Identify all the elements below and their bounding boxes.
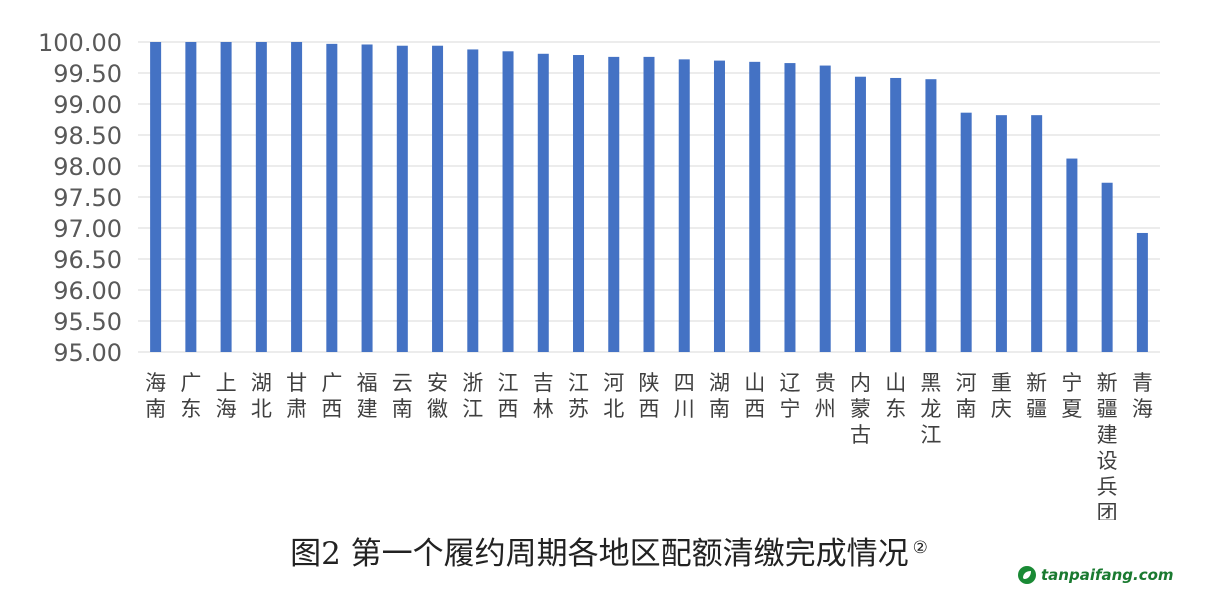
bar-山东	[890, 77, 902, 353]
bar-宁夏	[1066, 158, 1078, 352]
x-tick-label: 陕西	[639, 371, 660, 421]
x-tick-label: 山东	[885, 371, 906, 421]
bar-重庆	[995, 115, 1007, 352]
x-tick-label: 福建	[357, 371, 378, 421]
bar-河北	[608, 56, 620, 352]
y-tick-label: 96.00	[53, 277, 122, 305]
x-tick-label: 吉林	[533, 371, 554, 421]
x-tick-label: 山西	[744, 371, 765, 421]
y-tick-label: 95.50	[53, 308, 122, 336]
bar-海南	[150, 42, 162, 352]
y-axis-labels: 95.00 95.50 96.00 96.50 97.00 97.50 98.00 98.50…	[38, 29, 122, 367]
y-tick-label: 96.50	[53, 246, 122, 274]
chart-title: 图2 第一个履约周期各地区配额清缴完成情况 ②	[0, 528, 1218, 573]
x-tick-label: 广西	[321, 371, 342, 421]
x-tick-label: 上海	[216, 371, 237, 421]
bar-广西	[326, 43, 338, 353]
x-tick-label: 海南	[145, 371, 166, 421]
x-tick-label: 黑龙江	[920, 371, 941, 447]
x-tick-label: 云南	[392, 371, 413, 421]
bar-山西	[749, 61, 761, 353]
chart-title-text: 图2 第一个履约周期各地区配额清缴完成情况	[290, 536, 909, 572]
y-tick-label: 97.50	[53, 184, 122, 212]
bar-福建	[361, 44, 373, 352]
x-tick-label: 辽宁	[779, 371, 800, 421]
bar-新疆	[1031, 115, 1043, 352]
bars	[150, 42, 1148, 353]
x-tick-label: 湖南	[709, 371, 730, 421]
x-tick-label: 安徽	[427, 371, 448, 421]
x-tick-label: 新疆	[1026, 371, 1047, 421]
y-tick-label: 99.50	[53, 60, 122, 88]
x-tick-label: 甘肃	[286, 371, 307, 421]
x-tick-label: 贵州	[815, 371, 836, 421]
bar-chart: 95.00 95.50 96.00 96.50 97.00 97.50 98.00 98.50…	[38, 29, 1160, 520]
x-tick-label: 湖北	[251, 371, 272, 421]
chart-title-note: ②	[912, 537, 928, 558]
x-tick-label: 江苏	[568, 371, 589, 421]
y-tick-label: 100.00	[38, 29, 122, 57]
x-tick-label: 青海	[1132, 371, 1153, 421]
bar-上海	[220, 42, 232, 352]
bar-贵州	[819, 65, 831, 352]
bar-江西	[502, 51, 514, 353]
y-tick-label: 99.00	[53, 91, 122, 119]
bar-内蒙古	[854, 76, 866, 352]
bar-陕西	[643, 56, 655, 352]
bar-四川	[678, 59, 690, 353]
x-tick-label: 四川	[674, 371, 695, 421]
bar-辽宁	[784, 63, 796, 352]
x-tick-label: 宁夏	[1061, 371, 1082, 421]
x-tick-label: 内蒙古	[850, 371, 871, 447]
watermark: tanpaifang.com	[1018, 566, 1174, 584]
bar-吉林	[537, 53, 549, 352]
bar-云南	[396, 45, 408, 352]
bar-湖北	[255, 42, 267, 352]
bar-湖南	[713, 60, 725, 352]
bar-甘肃	[291, 42, 303, 352]
watermark-text: tanpaifang.com	[1041, 566, 1174, 584]
x-tick-label: 河南	[956, 371, 977, 421]
bar-黑龙江	[925, 79, 937, 352]
bar-新疆建设兵团	[1101, 182, 1113, 352]
bar-江苏	[573, 55, 585, 353]
x-tick-label: 江西	[498, 371, 519, 421]
x-tick-label: 浙江	[462, 371, 483, 421]
bar-青海	[1136, 232, 1148, 352]
bar-河南	[960, 112, 972, 353]
bar-广东	[185, 42, 197, 352]
y-tick-label: 98.50	[53, 122, 122, 150]
y-tick-label: 98.00	[53, 153, 122, 181]
bar-浙江	[467, 49, 479, 352]
x-tick-label: 广东	[180, 371, 201, 421]
x-tick-label: 新疆建设兵团	[1097, 371, 1118, 520]
x-axis-labels: 海南广东上海湖北甘肃广西福建云南安徽浙江江西吉林江苏河北陕西四川湖南山西辽宁贵州…	[145, 371, 1153, 520]
x-tick-label: 河北	[603, 371, 624, 421]
x-tick-label: 重庆	[991, 371, 1012, 421]
bar-安徽	[432, 45, 444, 352]
tanpaifang-logo-icon	[1018, 566, 1036, 584]
y-tick-label: 97.00	[53, 215, 122, 243]
y-tick-label: 95.00	[53, 339, 122, 367]
